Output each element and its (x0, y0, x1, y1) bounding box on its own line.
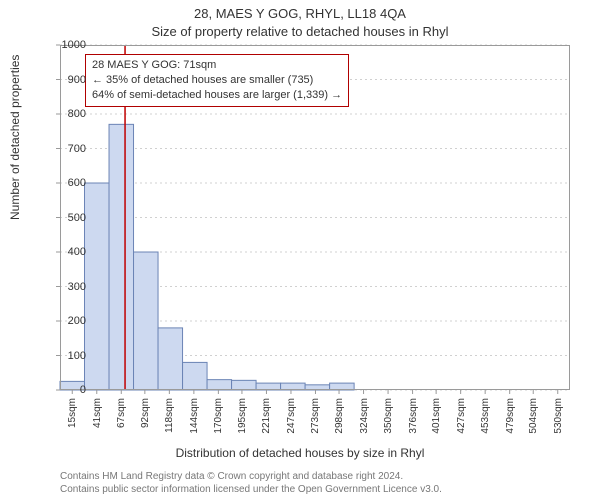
footnote-line2: Contains public sector information licen… (60, 483, 442, 496)
x-tick: 530sqm (553, 398, 564, 434)
y-tick: 0 (46, 384, 86, 396)
chart-supertitle: 28, MAES Y GOG, RHYL, LL18 4QA (0, 6, 600, 21)
y-axis-label: Number of detached properties (8, 55, 22, 220)
x-tick: 195sqm (237, 398, 248, 434)
y-tick: 200 (46, 315, 86, 327)
y-tick: 400 (46, 246, 86, 258)
y-tick: 100 (46, 350, 86, 362)
x-tick: 479sqm (505, 398, 516, 434)
x-tick: 324sqm (359, 398, 370, 434)
infobox-line2: ← 35% of detached houses are smaller (73… (92, 73, 342, 88)
x-tick: 376sqm (408, 398, 419, 434)
x-tick: 273sqm (310, 398, 321, 434)
y-tick: 700 (46, 143, 86, 155)
x-tick: 67sqm (116, 398, 127, 428)
x-tick: 41sqm (92, 398, 103, 428)
footnote: Contains HM Land Registry data © Crown c… (60, 470, 442, 496)
y-tick: 600 (46, 177, 86, 189)
x-tick: 92sqm (140, 398, 151, 428)
chart-container: 28, MAES Y GOG, RHYL, LL18 4QA Size of p… (0, 0, 600, 500)
reference-infobox: 28 MAES Y GOG: 71sqm ← 35% of detached h… (85, 54, 349, 107)
y-tick: 900 (46, 74, 86, 86)
infobox-line3: 64% of semi-detached houses are larger (… (92, 88, 342, 103)
infobox-line1: 28 MAES Y GOG: 71sqm (92, 58, 342, 73)
footnote-line1: Contains HM Land Registry data © Crown c… (60, 470, 442, 483)
x-tick: 118sqm (164, 398, 175, 433)
y-tick: 1000 (46, 39, 86, 51)
y-tick: 800 (46, 108, 86, 120)
x-tick: 144sqm (189, 398, 200, 434)
x-tick: 504sqm (528, 398, 539, 434)
x-tick: 247sqm (286, 398, 297, 434)
x-tick: 170sqm (213, 398, 224, 434)
x-tick: 350sqm (383, 398, 394, 434)
x-tick: 427sqm (456, 398, 467, 434)
x-tick: 401sqm (431, 398, 442, 434)
x-tick: 221sqm (261, 398, 272, 434)
chart-title: Size of property relative to detached ho… (0, 24, 600, 39)
x-tick: 298sqm (334, 398, 345, 434)
x-tick: 15sqm (67, 398, 78, 428)
x-tick: 453sqm (480, 398, 491, 434)
y-tick: 500 (46, 212, 86, 224)
x-axis-label: Distribution of detached houses by size … (0, 446, 600, 460)
y-tick: 300 (46, 281, 86, 293)
